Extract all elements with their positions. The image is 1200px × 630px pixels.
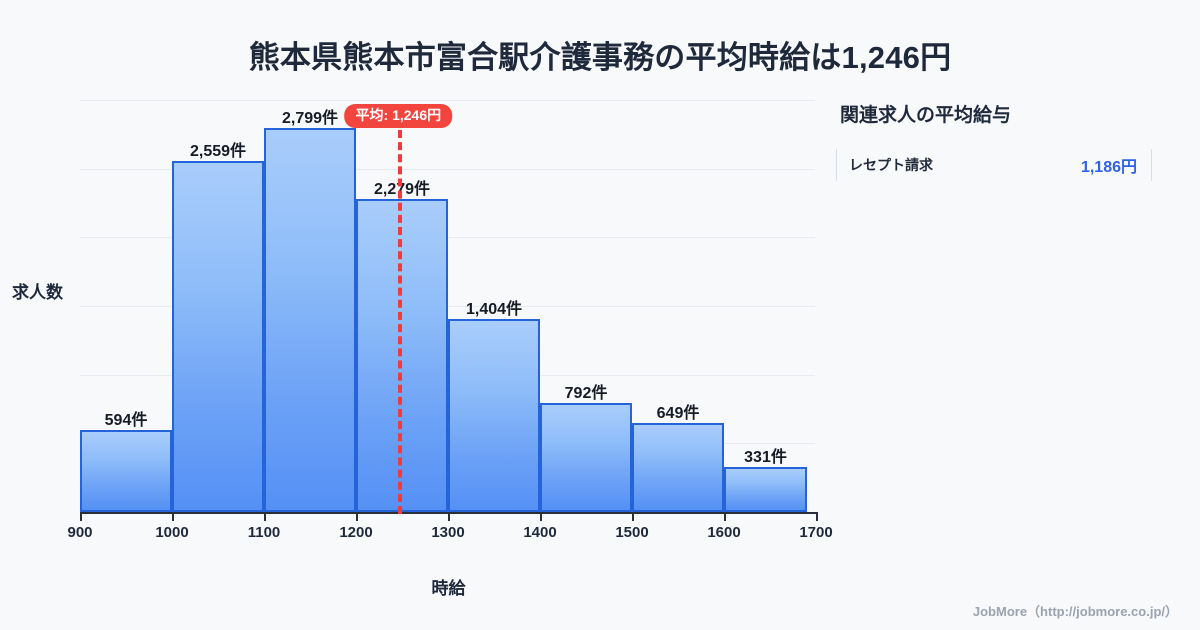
- x-axis-tick: [724, 512, 726, 521]
- related-salary-panel: 関連求人の平均給与 レセプト請求 1,186円: [836, 100, 1176, 181]
- page-title: 熊本県熊本市富合駅介護事務の平均時給は1,246円: [248, 40, 952, 75]
- x-axis-tick: [356, 512, 358, 521]
- x-axis-tick-label: 1400: [523, 524, 557, 541]
- histogram-bar[interactable]: [264, 127, 356, 512]
- bar-value-label: 649件: [656, 404, 700, 422]
- histogram-bar[interactable]: [632, 422, 724, 512]
- x-axis-tick: [80, 512, 82, 521]
- salary-row[interactable]: レセプト請求 1,186円: [836, 149, 1152, 181]
- x-axis-tick: [172, 512, 174, 521]
- histogram-bar[interactable]: [80, 430, 172, 512]
- x-axis-tick-label: 1700: [799, 524, 833, 541]
- related-salary-title: 関連求人の平均給与: [840, 105, 1012, 126]
- average-badge: 平均: 1,246円: [344, 104, 453, 129]
- x-axis-title: 時給: [431, 579, 466, 598]
- gridline: [80, 168, 815, 170]
- bar-value-label: 2,559件: [189, 142, 247, 160]
- x-axis-tick-label: 900: [67, 524, 93, 541]
- x-axis-tick-label: 1100: [247, 524, 281, 541]
- x-axis-tick-label: 1200: [339, 524, 373, 541]
- histogram-bar[interactable]: [172, 160, 264, 512]
- x-axis-tick: [448, 512, 450, 521]
- chart-plot-area: 594件 2,559件 2,799件 2,279件 1,404件 792件 649件 331件: [80, 100, 815, 512]
- salary-row-name: レセプト請求: [849, 157, 933, 173]
- bar-value-label: 1,404件: [465, 301, 523, 319]
- x-axis-tick: [632, 512, 634, 521]
- x-axis-tick: [264, 512, 266, 521]
- x-axis-tick-label: 1600: [707, 524, 741, 541]
- x-axis-tick-label: 1000: [155, 524, 189, 541]
- x-axis-tick: [816, 512, 818, 521]
- bar-value-label: 792件: [564, 385, 608, 403]
- salary-row-value: 1,186円: [1080, 159, 1137, 176]
- bar-value-label: 2,799件: [281, 109, 339, 127]
- y-axis-title: 求人数: [12, 283, 63, 302]
- bar-value-label: 594件: [104, 412, 148, 430]
- average-line-marker: [398, 130, 403, 514]
- bar-value-label: 331件: [744, 448, 787, 466]
- histogram-bar[interactable]: [448, 319, 540, 512]
- footer-credit: JobMore（http://jobmore.co.jp/）: [972, 604, 1178, 619]
- histogram-bar[interactable]: [724, 466, 807, 512]
- x-axis-tick: [540, 512, 542, 521]
- histogram-bar[interactable]: [540, 403, 632, 512]
- related-salary-list: レセプト請求 1,186円: [836, 149, 1176, 181]
- x-axis-tick-label: 1500: [615, 524, 649, 541]
- gridline: [80, 100, 815, 101]
- x-axis-tick-label: 1300: [431, 524, 465, 541]
